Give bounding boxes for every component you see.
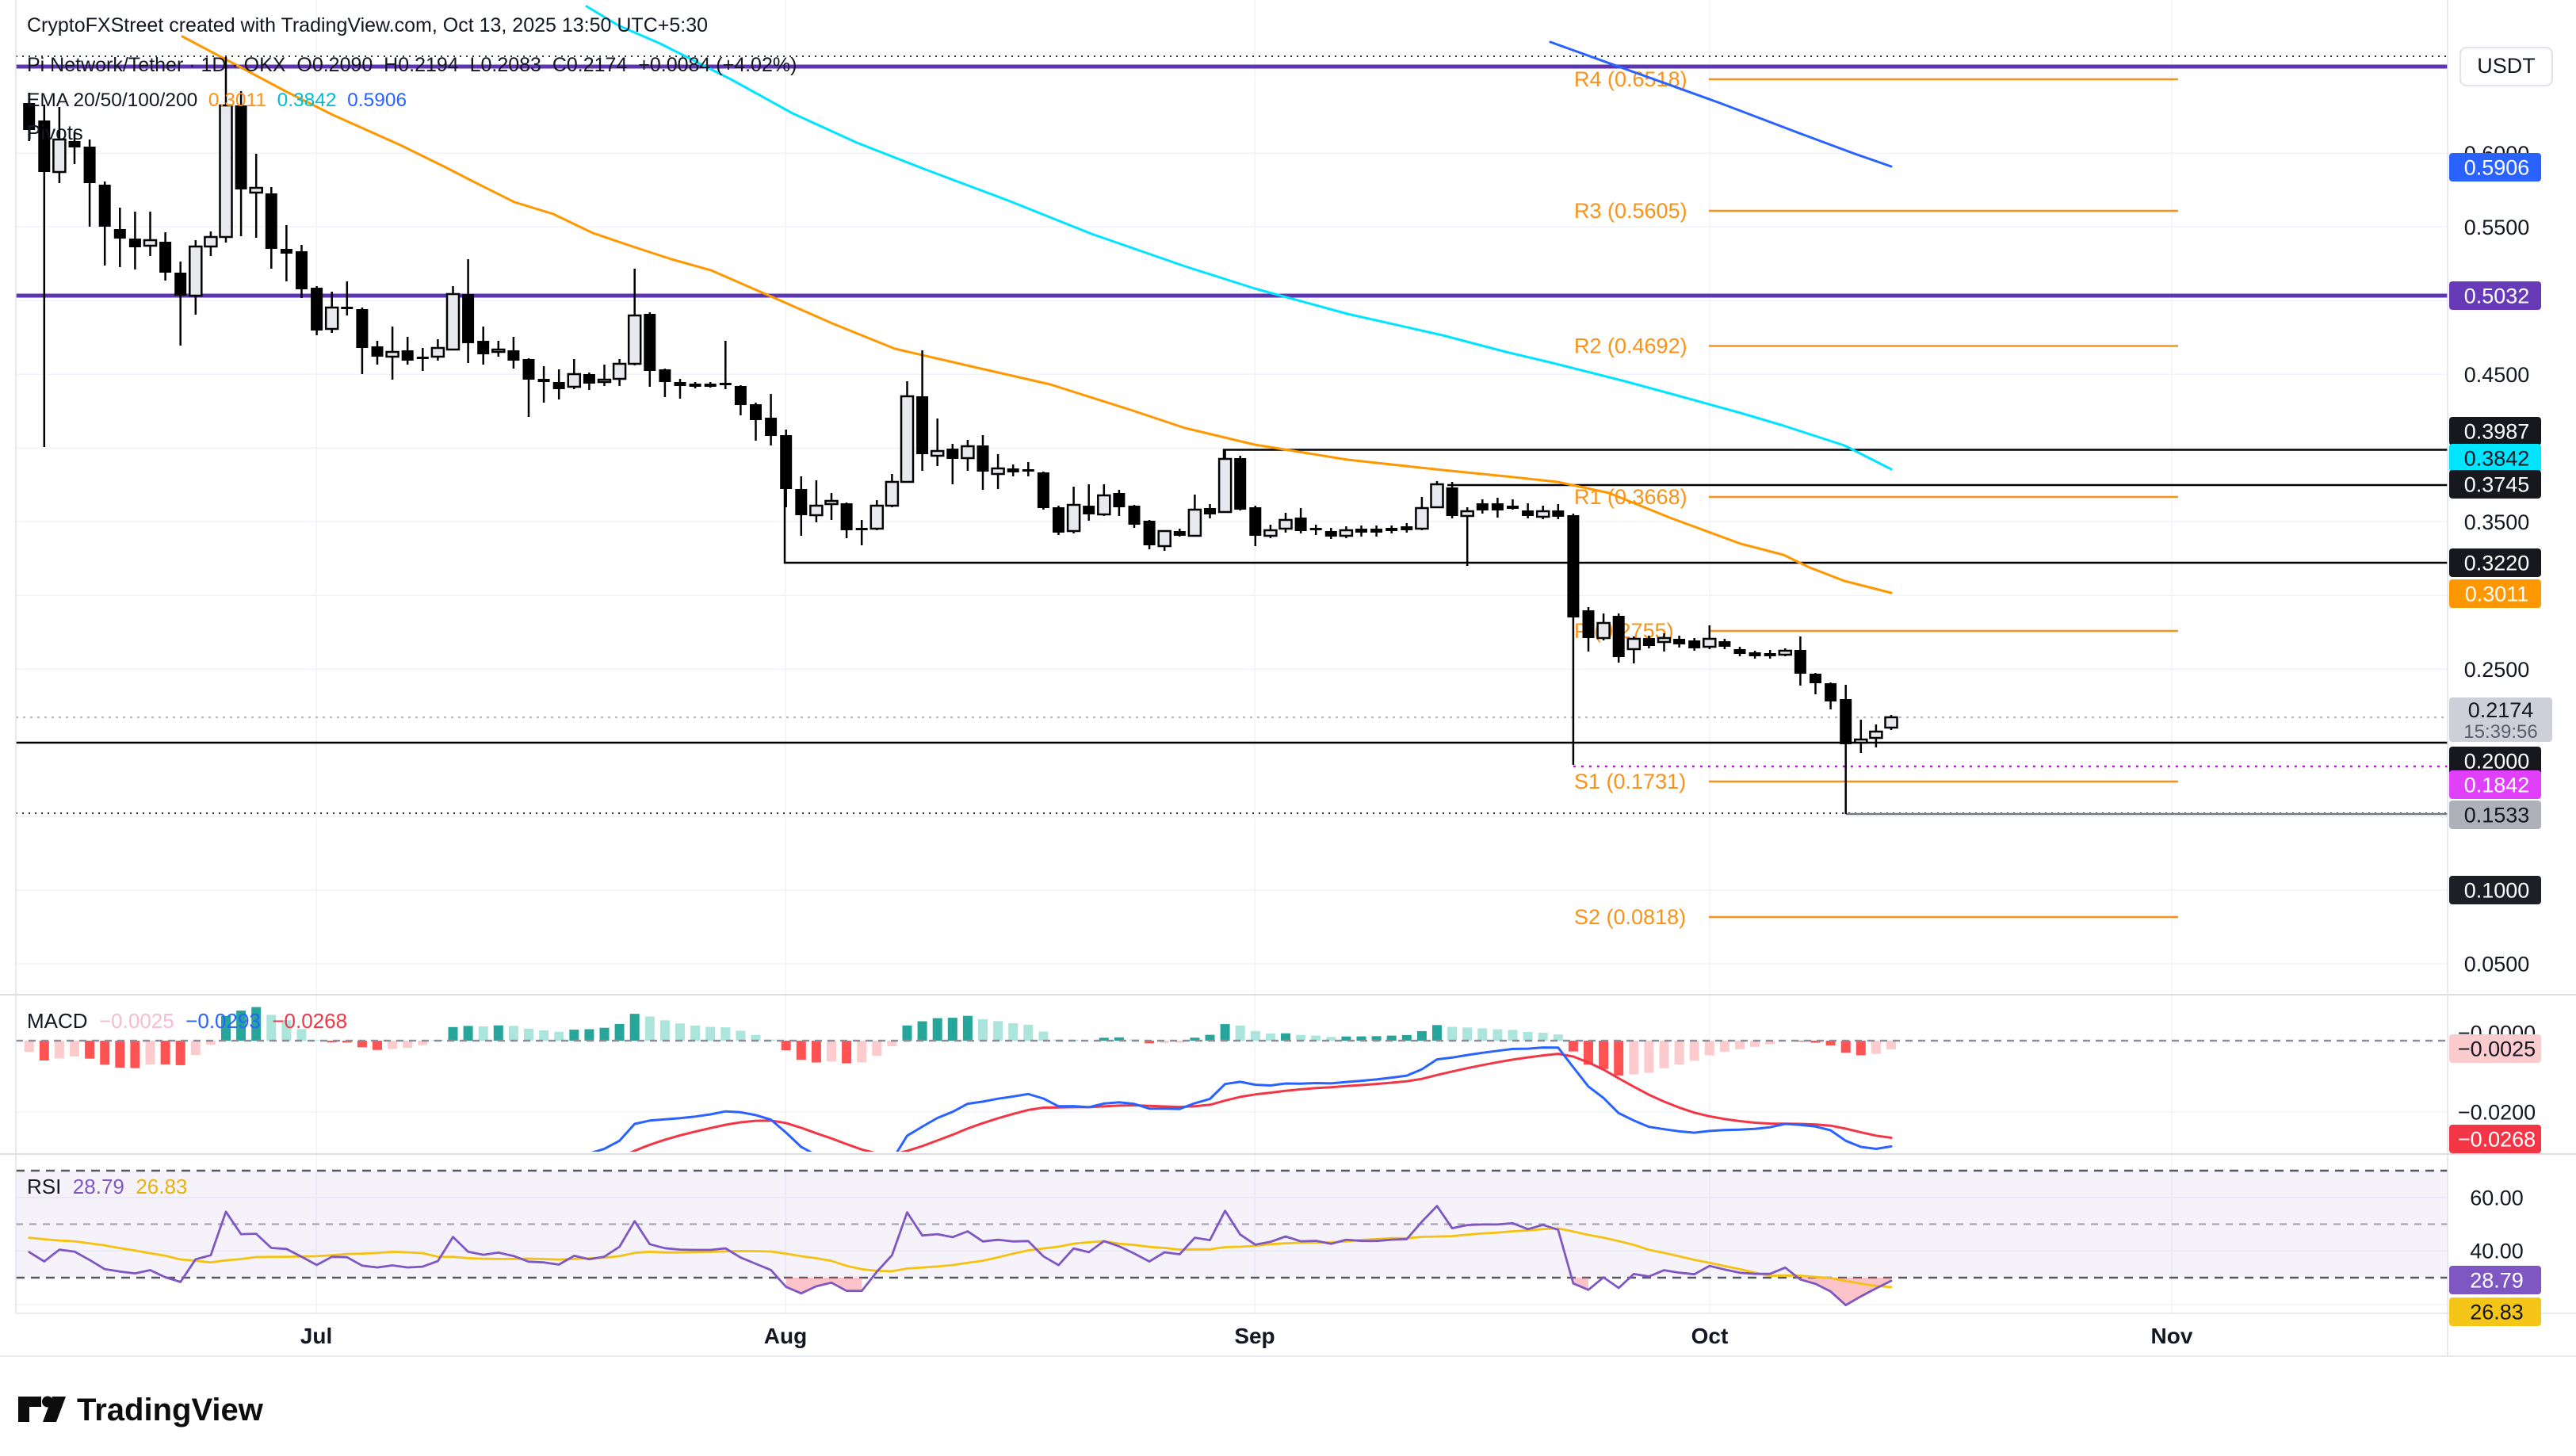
svg-text:Aug: Aug xyxy=(764,1324,807,1348)
svg-text:Pivots: Pivots xyxy=(27,120,83,144)
svg-text:15:39:56: 15:39:56 xyxy=(2463,721,2537,743)
svg-text:0.0500: 0.0500 xyxy=(2464,953,2530,976)
svg-text:0.5500: 0.5500 xyxy=(2464,216,2530,239)
svg-text:Sep: Sep xyxy=(1234,1324,1275,1348)
svg-text:0.4500: 0.4500 xyxy=(2464,363,2530,387)
svg-text:0.5906: 0.5906 xyxy=(2464,156,2530,180)
svg-text:0.3011: 0.3011 xyxy=(2465,583,2529,606)
svg-text:0.5032: 0.5032 xyxy=(2464,285,2530,308)
svg-text:0.1842: 0.1842 xyxy=(2464,774,2530,797)
svg-text:28.79: 28.79 xyxy=(2470,1269,2524,1293)
svg-text:0.1000: 0.1000 xyxy=(2464,879,2530,903)
svg-text:Jul: Jul xyxy=(300,1324,332,1348)
svg-text:60.00: 60.00 xyxy=(2470,1187,2524,1210)
svg-text:26.83: 26.83 xyxy=(2470,1301,2524,1324)
svg-text:0.3745: 0.3745 xyxy=(2464,473,2530,497)
svg-text:0.3842: 0.3842 xyxy=(2464,447,2530,471)
svg-text:CryptoFXStreet created with Tr: CryptoFXStreet created with TradingView.… xyxy=(27,14,708,36)
svg-text:0.3220: 0.3220 xyxy=(2464,552,2530,575)
svg-text:RSI 28.79 26.83: RSI 28.79 26.83 xyxy=(27,1175,187,1198)
svg-text:0.2174: 0.2174 xyxy=(2468,698,2534,722)
svg-text:USDT: USDT xyxy=(2477,54,2536,78)
svg-text:0.2000: 0.2000 xyxy=(2464,750,2530,774)
svg-text:S2 (0.0818): S2 (0.0818) xyxy=(1574,905,1686,929)
svg-text:−0.0025: −0.0025 xyxy=(2458,1038,2536,1061)
svg-text:Pi Network/Tether · 1D · OKX: Pi Network/Tether · 1D · OKX O0.2090 H0.… xyxy=(27,54,797,76)
svg-text:0.3987: 0.3987 xyxy=(2464,420,2530,444)
svg-text:40.00: 40.00 xyxy=(2470,1240,2524,1263)
svg-text:0.1533: 0.1533 xyxy=(2464,804,2530,827)
svg-text:−0.0268: −0.0268 xyxy=(2458,1128,2536,1152)
svg-text:MACD −0.0025 −0.0293 −0.026: MACD −0.0025 −0.0293 −0.0268 xyxy=(27,1009,347,1033)
svg-text:Nov: Nov xyxy=(2151,1324,2193,1348)
svg-text:R3 (0.5605): R3 (0.5605) xyxy=(1574,199,1687,223)
svg-text:S1 (0.1731): S1 (0.1731) xyxy=(1574,770,1686,793)
svg-text:EMA 20/50/100/200 0.3011 0.3: EMA 20/50/100/200 0.3011 0.3842 0.5906 xyxy=(27,90,407,111)
svg-text:0.3500: 0.3500 xyxy=(2464,510,2530,534)
svg-text:−0.0200: −0.0200 xyxy=(2458,1101,2536,1125)
svg-text:TradingView: TradingView xyxy=(77,1393,264,1427)
svg-text:R2 (0.4692): R2 (0.4692) xyxy=(1574,334,1687,358)
svg-text:Oct: Oct xyxy=(1691,1324,1729,1348)
svg-text:0.2500: 0.2500 xyxy=(2464,658,2530,682)
